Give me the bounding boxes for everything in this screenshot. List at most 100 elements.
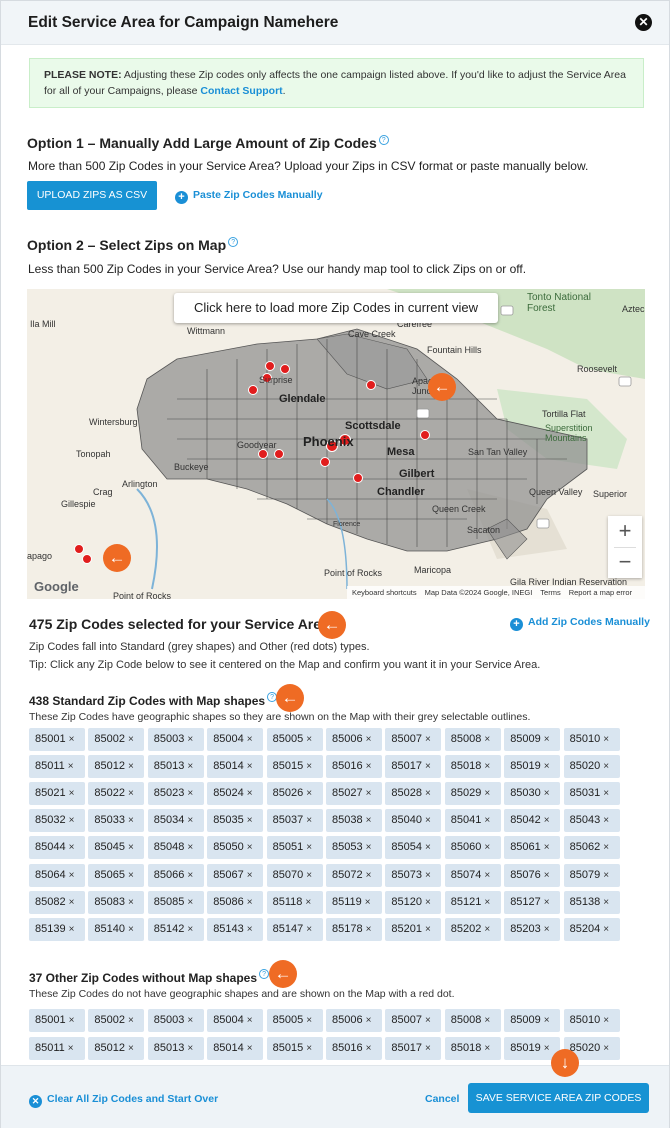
zip-chip[interactable]: 85002 × (88, 728, 145, 751)
zip-chip[interactable]: 85007 × (385, 1009, 442, 1032)
zip-chip[interactable]: 85203 × (504, 917, 561, 941)
zip-chip[interactable]: 85011 × (29, 1036, 85, 1060)
zip-chip[interactable]: 85030 × (504, 782, 561, 806)
remove-zip-icon[interactable]: × (484, 761, 491, 773)
zip-chip[interactable]: 85044 × (29, 836, 85, 860)
zip-chip[interactable]: 85005 × (266, 1009, 323, 1032)
zip-chip[interactable]: 85066 × (147, 863, 204, 887)
terms-link[interactable]: Terms (540, 588, 561, 597)
zip-chip[interactable]: 85074 × (444, 863, 501, 887)
zip-chip[interactable]: 85085 × (147, 890, 204, 914)
zip-chip[interactable]: 85033 × (88, 809, 145, 833)
zip-chip[interactable]: 85002 × (88, 1009, 145, 1032)
help-icon[interactable]: ? (378, 135, 389, 145)
zip-chip[interactable]: 85003 × (147, 1009, 204, 1032)
zip-chip[interactable]: 85043 × (563, 809, 620, 833)
remove-zip-icon[interactable]: × (187, 923, 194, 935)
remove-zip-icon[interactable]: × (187, 1042, 194, 1054)
paste-zip-codes-link[interactable]: + Paste Zip Codes Manually (175, 189, 323, 204)
remove-zip-icon[interactable]: × (187, 896, 194, 908)
remove-zip-icon[interactable]: × (306, 788, 313, 800)
zoom-out-button[interactable]: − (618, 549, 632, 574)
remove-zip-icon[interactable]: × (306, 761, 313, 773)
remove-zip-icon[interactable]: × (306, 923, 313, 935)
zip-chip[interactable]: 85027 × (326, 782, 382, 806)
remove-zip-icon[interactable]: × (484, 815, 491, 827)
zip-chip[interactable]: 85007 × (385, 728, 442, 751)
remove-zip-icon[interactable]: × (543, 815, 550, 827)
remove-zip-icon[interactable]: × (365, 869, 372, 881)
remove-zip-icon[interactable]: × (424, 1015, 431, 1026)
remove-zip-icon[interactable]: × (365, 923, 372, 935)
remove-zip-icon[interactable]: × (246, 923, 253, 935)
zip-chip[interactable]: 85013 × (147, 755, 204, 779)
zip-chip[interactable]: 85142 × (147, 917, 204, 941)
remove-zip-icon[interactable]: × (127, 1015, 134, 1026)
remove-zip-icon[interactable]: × (424, 761, 431, 773)
remove-zip-icon[interactable]: × (603, 734, 610, 745)
zip-chip[interactable]: 85014 × (207, 755, 264, 779)
load-more-zips-button[interactable]: Click here to load more Zip Codes in cur… (174, 293, 498, 323)
remove-zip-icon[interactable]: × (424, 869, 431, 881)
remove-zip-icon[interactable]: × (67, 1042, 74, 1054)
remove-zip-icon[interactable]: × (365, 842, 372, 854)
remove-zip-icon[interactable]: × (127, 788, 134, 800)
remove-zip-icon[interactable]: × (484, 1015, 491, 1026)
remove-zip-icon[interactable]: × (246, 815, 253, 827)
zip-chip[interactable]: 85121 × (444, 890, 501, 914)
zip-chip[interactable]: 85201 × (385, 917, 442, 941)
report-map-error-link[interactable]: Report a map error (568, 588, 633, 597)
clear-all-zips-link[interactable]: ✕ Clear All Zip Codes and Start Over (29, 1093, 218, 1108)
zip-chip[interactable]: 85006 × (326, 728, 382, 751)
zip-chip[interactable]: 85017 × (385, 755, 442, 779)
remove-zip-icon[interactable]: × (68, 788, 75, 800)
zip-chip[interactable]: 85082 × (29, 890, 85, 914)
remove-zip-icon[interactable]: × (246, 788, 253, 800)
remove-zip-icon[interactable]: × (484, 896, 491, 908)
remove-zip-icon[interactable]: × (365, 1015, 372, 1026)
remove-zip-icon[interactable]: × (484, 1042, 491, 1054)
save-service-area-button[interactable]: SAVE SERVICE AREA ZIP CODES (468, 1083, 649, 1113)
remove-zip-icon[interactable]: × (424, 734, 431, 745)
remove-zip-icon[interactable]: × (306, 869, 313, 881)
remove-zip-icon[interactable]: × (305, 896, 312, 908)
zip-chip[interactable]: 85041 × (444, 809, 501, 833)
remove-zip-icon[interactable]: × (187, 869, 194, 881)
remove-zip-icon[interactable]: × (603, 815, 610, 827)
remove-zip-icon[interactable]: × (603, 1042, 610, 1054)
remove-zip-icon[interactable]: × (127, 761, 134, 773)
zip-map[interactable]: Ila Mill Wittmann Cave Creek Carefree Fo… (27, 289, 645, 599)
zip-chip[interactable]: 85024 × (207, 782, 264, 806)
remove-zip-icon[interactable]: × (365, 1042, 372, 1054)
remove-zip-icon[interactable]: × (424, 842, 431, 854)
zip-chip[interactable]: 85014 × (207, 1036, 264, 1060)
remove-zip-icon[interactable]: × (543, 761, 550, 773)
zip-chip[interactable]: 85038 × (326, 809, 382, 833)
remove-zip-icon[interactable]: × (246, 761, 253, 773)
remove-zip-icon[interactable]: × (424, 788, 431, 800)
zip-chip[interactable]: 85118 × (266, 890, 323, 914)
upload-zips-csv-button[interactable]: UPLOAD ZIPS AS CSV (27, 181, 157, 210)
remove-zip-icon[interactable]: × (187, 815, 194, 827)
remove-zip-icon[interactable]: × (68, 869, 75, 881)
zip-chip[interactable]: 85012 × (88, 755, 145, 779)
remove-zip-icon[interactable]: × (543, 842, 550, 854)
zip-chip[interactable]: 85008 × (444, 1009, 501, 1032)
remove-zip-icon[interactable]: × (543, 1042, 550, 1054)
remove-zip-icon[interactable]: × (365, 761, 372, 773)
remove-zip-icon[interactable]: × (484, 788, 491, 800)
zip-chip[interactable]: 85012 × (88, 1036, 145, 1060)
remove-zip-icon[interactable]: × (127, 815, 134, 827)
zip-chip[interactable]: 85048 × (147, 836, 204, 860)
zip-chip[interactable]: 85070 × (266, 863, 323, 887)
remove-zip-icon[interactable]: × (68, 923, 75, 935)
remove-zip-icon[interactable]: × (246, 1015, 253, 1026)
remove-zip-icon[interactable]: × (68, 896, 75, 908)
zip-chip[interactable]: 85019 × (504, 755, 561, 779)
remove-zip-icon[interactable]: × (424, 1042, 431, 1054)
zip-chip[interactable]: 85034 × (147, 809, 204, 833)
remove-zip-icon[interactable]: × (365, 815, 372, 827)
remove-zip-icon[interactable]: × (603, 788, 610, 800)
zip-chip[interactable]: 85009 × (504, 1009, 561, 1032)
remove-zip-icon[interactable]: × (543, 788, 550, 800)
